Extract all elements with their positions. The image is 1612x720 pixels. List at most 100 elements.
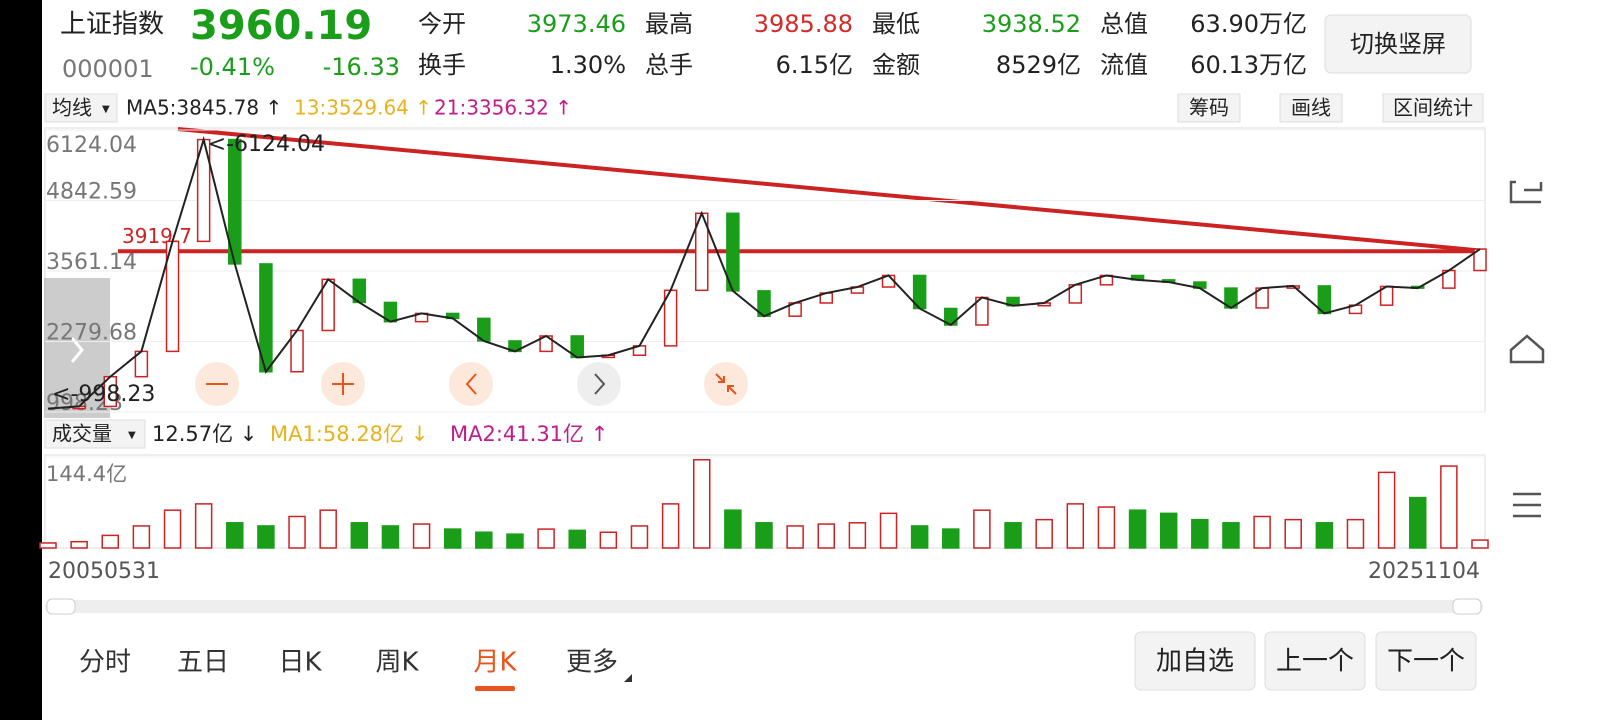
- volume-bar: [755, 522, 773, 549]
- home-icon[interactable]: [1509, 334, 1545, 364]
- volume-bar: [1066, 503, 1085, 549]
- action-label: 上一个: [1276, 647, 1354, 677]
- index-name: 上证指数: [60, 10, 164, 40]
- volume-select-label: 成交量: [52, 422, 112, 446]
- reset-zoom[interactable]: [704, 362, 748, 406]
- orientation-button[interactable]: [1324, 14, 1472, 74]
- stat-label: 总值: [1100, 10, 1148, 38]
- volume-bar: [910, 525, 929, 549]
- side-strip: [0, 0, 42, 720]
- stat-label: 今开: [418, 10, 466, 38]
- move-left[interactable]: [449, 362, 493, 406]
- tool-button[interactable]: [1279, 93, 1343, 123]
- tab[interactable]: 更多: [566, 648, 618, 678]
- change: -16.33: [323, 53, 400, 81]
- stat-value: 8529亿: [996, 51, 1081, 79]
- volume-current: 12.57亿 ↓: [152, 422, 257, 446]
- volume-bar: [1035, 518, 1053, 549]
- volume-bar: [1191, 518, 1209, 549]
- stat-value: 63.90万亿: [1190, 10, 1307, 38]
- volume-bar: [848, 522, 867, 549]
- stat-value: 60.13万亿: [1190, 51, 1307, 79]
- menu-icon[interactable]: [1513, 492, 1541, 518]
- index-price: 3960.19: [190, 3, 372, 49]
- y-tick-label: 4842.59: [46, 179, 137, 204]
- y-tick-label: 2279.68: [46, 321, 137, 346]
- volume-bar: [443, 528, 462, 549]
- right-icons: [1509, 180, 1545, 518]
- volume-bar: [381, 525, 400, 549]
- max-annotation: <-6124.04: [208, 132, 325, 157]
- volume-bar: [692, 459, 711, 549]
- move-right[interactable]: [577, 362, 621, 406]
- close-line: [47, 135, 1481, 410]
- action-button[interactable]: [1264, 631, 1366, 691]
- volume-bar: [412, 523, 431, 549]
- volume-select[interactable]: [44, 419, 146, 449]
- volume-bar: [163, 509, 182, 549]
- scroll-handle-right[interactable]: [1452, 598, 1482, 615]
- volume-bar: [1004, 522, 1022, 549]
- volume-bar: [630, 525, 649, 549]
- volume-bar: [132, 525, 151, 549]
- tab[interactable]: 月K: [473, 648, 517, 678]
- action-button[interactable]: [1375, 631, 1477, 691]
- volume-bar: [101, 534, 120, 549]
- min-annotation: <-998.23: [52, 382, 155, 407]
- volume-bar: [257, 525, 275, 549]
- tool-button[interactable]: [1382, 93, 1484, 123]
- volume-bar: [1222, 522, 1240, 549]
- tab[interactable]: 五日: [177, 648, 229, 678]
- ma5-legend: MA5:3845.78 ↑: [126, 96, 282, 120]
- scroll-track: [45, 600, 1483, 613]
- action-label: 加自选: [1156, 647, 1234, 677]
- tab[interactable]: 分时: [79, 648, 131, 678]
- more-icon: [624, 674, 632, 682]
- volume-bar: [879, 512, 898, 549]
- y-tick-label: 6124.04: [46, 133, 137, 158]
- volume-bar: [1471, 539, 1489, 549]
- action-button[interactable]: [1134, 631, 1256, 691]
- volume-bar: [1315, 522, 1334, 549]
- y-tick-label: 144.4亿: [46, 462, 127, 486]
- ma21-legend: 21:3356.32 ↑: [434, 96, 572, 120]
- volume-bar: [1408, 496, 1427, 549]
- tool-button-label: 筹码: [1189, 96, 1229, 120]
- action-label: 下一个: [1387, 647, 1465, 677]
- scroll-handle-left[interactable]: [46, 598, 76, 615]
- stat-value: 3973.46: [527, 10, 626, 38]
- x-tick-label: 20251104: [1368, 559, 1480, 584]
- volume-bar: [1284, 518, 1302, 549]
- ma-select[interactable]: [44, 93, 118, 123]
- volume-bar: [1440, 465, 1458, 549]
- tab[interactable]: 周K: [375, 648, 419, 678]
- stat-value: 1.30%: [550, 51, 626, 79]
- tab[interactable]: 日K: [278, 648, 322, 678]
- back-icon[interactable]: [1509, 180, 1543, 204]
- tool-button[interactable]: [1177, 93, 1241, 123]
- stat-value: 3985.88: [754, 10, 853, 38]
- orientation-label: 切换竖屏: [1350, 30, 1446, 58]
- volume-bar: [537, 528, 555, 549]
- volume-bar: [1159, 512, 1178, 549]
- volume-bar: [599, 531, 618, 549]
- volume-bar: [194, 503, 213, 549]
- side-pager[interactable]: [44, 278, 110, 418]
- volume-bar: [226, 522, 244, 549]
- ma-select-label: 均线: [52, 96, 92, 120]
- stat-value: 6.15亿: [776, 51, 853, 79]
- volume-bar: [724, 509, 742, 549]
- icon: [715, 373, 737, 395]
- dropdown-icon: ▼: [102, 104, 110, 115]
- volume-bar: [942, 528, 960, 549]
- volume-bar: [1253, 515, 1271, 549]
- volume-bar: [350, 522, 369, 549]
- tool-button-label: 区间统计: [1393, 96, 1473, 120]
- index-code: 000001: [62, 55, 154, 83]
- volume-bar: [506, 533, 524, 549]
- stat-label: 金额: [872, 51, 920, 79]
- ma13-legend: 13:3529.64 ↑: [294, 96, 432, 120]
- icon: [465, 373, 477, 395]
- vol-ma1-legend: MA1:58.28亿 ↓: [270, 422, 428, 446]
